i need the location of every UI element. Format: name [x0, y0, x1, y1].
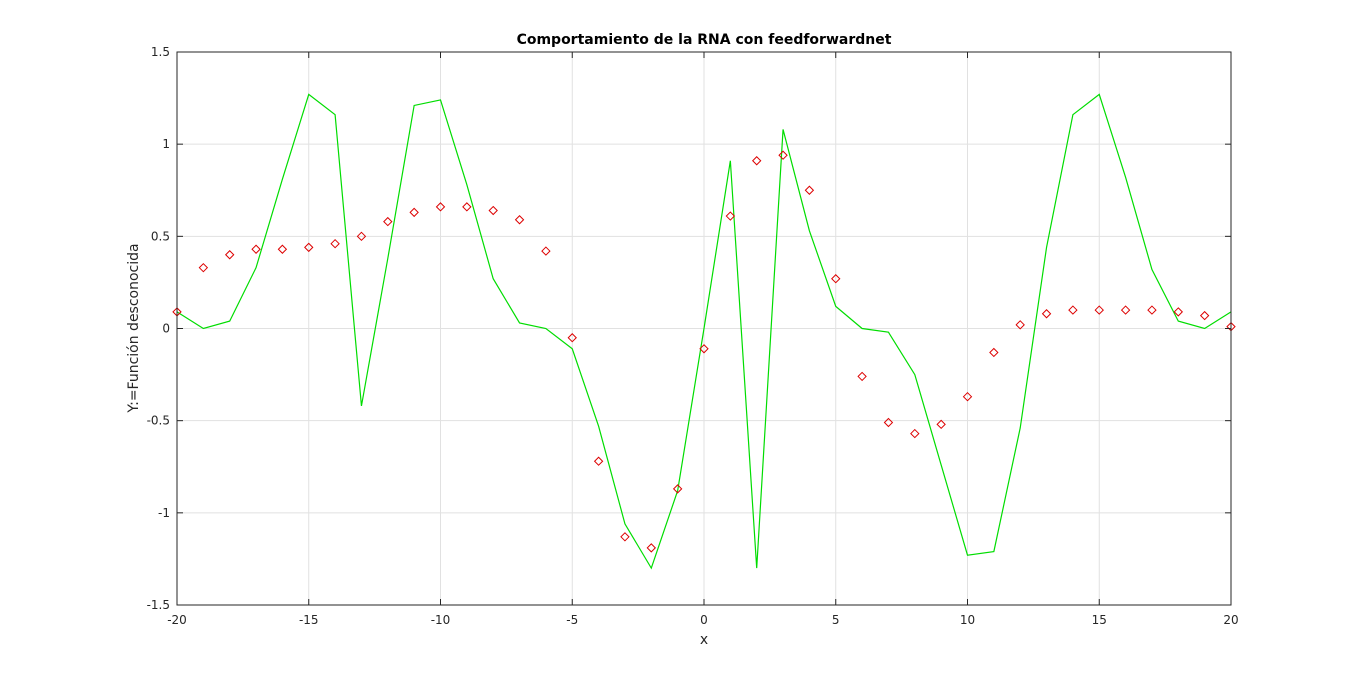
- y-tick-label: -1: [158, 506, 170, 520]
- y-tick-label: 1.5: [151, 45, 170, 59]
- data-point-marker: [725, 211, 736, 221]
- y-tick-label: -0.5: [147, 414, 170, 428]
- data-point-marker: [277, 244, 288, 254]
- y-tick-label: 0.5: [151, 229, 170, 243]
- data-point-marker: [989, 347, 999, 358]
- data-point-marker: [910, 428, 920, 439]
- data-point-marker: [383, 216, 393, 227]
- data-point-marker: [620, 532, 630, 542]
- data-point-marker: [699, 344, 709, 354]
- x-tick-label: 20: [1223, 613, 1238, 627]
- data-point-marker: [198, 262, 209, 273]
- data-point-marker: [778, 150, 788, 160]
- data-point-marker: [962, 391, 973, 402]
- data-point-marker: [251, 244, 261, 254]
- data-point-marker: [330, 238, 340, 249]
- data-point-marker: [1173, 307, 1184, 317]
- data-point-marker: [831, 274, 841, 284]
- data-point-marker: [1199, 310, 1210, 321]
- data-point-marker: [804, 185, 815, 195]
- data-point-marker: [462, 202, 472, 212]
- x-tick-label: 5: [832, 613, 840, 627]
- data-point-marker: [1015, 320, 1025, 330]
- data-point-marker: [567, 333, 577, 343]
- data-point-marker: [488, 205, 498, 216]
- data-point-marker: [541, 246, 551, 256]
- data-point-marker: [593, 456, 604, 466]
- data-point-marker: [1041, 309, 1052, 319]
- x-tick-label: -5: [566, 613, 578, 627]
- x-axis-label: x: [700, 632, 708, 648]
- y-tick-label: 0: [162, 322, 170, 336]
- x-tick-label: 0: [700, 613, 708, 627]
- data-point-marker: [857, 371, 867, 382]
- series-layer: [172, 93, 1236, 570]
- data-point-marker: [356, 231, 367, 242]
- series-line: [176, 93, 1232, 570]
- x-tick-label: -10: [431, 613, 451, 627]
- y-tick-label: -1.5: [147, 598, 170, 612]
- chart-title: Comportamiento de la RNA con feedforward…: [517, 32, 892, 48]
- data-point-marker: [1147, 305, 1157, 315]
- data-point-marker: [1094, 305, 1104, 315]
- x-tick-label: -15: [299, 613, 319, 627]
- data-point-marker: [1120, 305, 1131, 315]
- data-point-marker: [936, 419, 946, 430]
- data-point-marker: [435, 202, 446, 212]
- data-point-marker: [751, 156, 762, 166]
- y-axis-label: Y:=Función desconocida: [126, 243, 142, 413]
- data-point-marker: [224, 250, 235, 260]
- data-point-marker: [409, 207, 419, 218]
- data-point-marker: [514, 215, 525, 225]
- data-point-marker: [304, 242, 314, 253]
- y-tick-label: 1: [162, 137, 170, 151]
- data-point-marker: [883, 417, 894, 428]
- x-tick-label: -20: [167, 613, 187, 627]
- x-tick-label: 15: [1092, 613, 1107, 627]
- data-point-marker: [646, 543, 657, 553]
- data-point-marker: [1068, 305, 1078, 315]
- ticks: -20 -15 -10 -5 0 5 10 15 20 -1.5 -1 -0.5 0 0.5 1 1.5: [147, 45, 1239, 627]
- x-tick-label: 10: [960, 613, 975, 627]
- data-point-marker: [672, 484, 683, 494]
